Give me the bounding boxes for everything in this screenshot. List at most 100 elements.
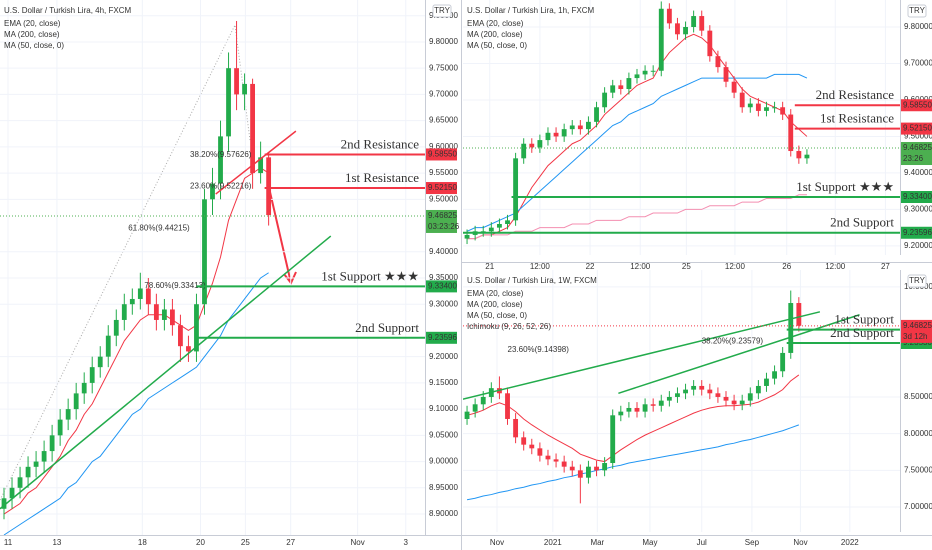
candle-body — [9, 487, 15, 499]
price-tag — [901, 226, 932, 239]
y-tick-label: 9.00000 — [429, 457, 458, 466]
candle-body — [113, 319, 119, 336]
x-tick-label: 12:00 — [725, 262, 746, 271]
candle-body — [170, 309, 175, 326]
candle-body — [472, 404, 478, 412]
level-name: 2nd Resistance — [816, 87, 895, 102]
candle-body — [569, 466, 575, 471]
candle-body — [105, 335, 111, 357]
candle-body — [33, 461, 39, 467]
x-tick-label: 27 — [286, 538, 295, 547]
candle-body — [699, 16, 705, 31]
y-tick-label: 9.75000 — [429, 63, 458, 72]
indicator-line — [466, 374, 800, 463]
x-tick-label: 25 — [682, 262, 691, 271]
candle-body — [41, 451, 47, 462]
x-tick-label: 2021 — [544, 538, 562, 547]
trendline — [618, 314, 860, 395]
fib-label: 38.20%(9.57626) — [190, 150, 252, 159]
indicator-label: EMA (20, close) — [4, 19, 61, 28]
price-tag-label: 9.23596 — [428, 333, 457, 342]
candle-body — [49, 435, 55, 452]
candle-body — [529, 444, 535, 449]
currency-label: TRY — [909, 6, 926, 15]
price-tag-label: 9.52150 — [903, 124, 932, 133]
candle-body — [755, 385, 761, 394]
candle-body — [586, 121, 591, 130]
candle-body — [691, 16, 697, 27]
y-tick-label: 8.90000 — [429, 509, 458, 518]
candle-body — [186, 346, 191, 352]
candle-body — [594, 107, 599, 122]
candle-body — [755, 103, 761, 111]
candle-body — [594, 466, 599, 471]
candle-body — [545, 132, 551, 141]
indicator-line — [467, 33, 808, 240]
candle-body — [258, 157, 264, 174]
candle-body — [226, 68, 231, 137]
candle-body — [569, 125, 575, 130]
x-tick-label: 12:00 — [530, 262, 551, 271]
candle-body — [561, 461, 567, 467]
candle-body — [723, 67, 729, 82]
y-tick-label: 9.70000 — [904, 59, 932, 68]
candle-body — [666, 8, 672, 24]
candle-body — [553, 132, 559, 137]
price-tag-label: 9.58550 — [428, 150, 457, 159]
x-tick-label: 12:00 — [630, 262, 651, 271]
last-price-label: 9.46825 — [903, 143, 932, 152]
y-tick-label: 8.50000 — [904, 392, 932, 401]
candle-body — [505, 220, 510, 224]
x-tick-label: 25 — [241, 538, 250, 547]
candle-body — [739, 92, 745, 108]
x-tick-label: 11 — [4, 538, 13, 547]
fib-label: 23.60%(9.52216) — [190, 181, 252, 190]
x-tick-label: 26 — [782, 262, 791, 271]
candle-body — [577, 470, 583, 478]
currency-box — [907, 274, 927, 288]
candle-body — [780, 352, 786, 372]
candle-body — [731, 81, 737, 93]
y-tick-label: 9.80000 — [904, 22, 932, 31]
candle-body — [178, 325, 183, 347]
trendline — [215, 130, 297, 195]
y-tick-label: 9.15000 — [429, 378, 458, 387]
candle-body — [642, 404, 648, 412]
candle-body — [683, 389, 688, 394]
currency-label: TRY — [909, 276, 926, 285]
y-tick-label: 9.55000 — [429, 168, 458, 177]
countdown: 3d 12h — [903, 332, 927, 341]
chart-title: U.S. Dollar / Turkish Lira, 4h, FXCM — [4, 6, 131, 15]
candle-body — [796, 303, 802, 326]
last-price-tag — [901, 142, 932, 166]
currency-label: TRY — [434, 6, 451, 15]
candle-body — [480, 396, 486, 405]
candle-body — [1, 498, 7, 509]
candle-body — [764, 107, 769, 111]
indicator-label: MA (50, close, 0) — [467, 41, 527, 50]
y-tick-label: 9.35000 — [429, 273, 458, 282]
candle-body — [161, 309, 167, 320]
candle-body — [618, 85, 624, 90]
candle-body — [577, 125, 583, 130]
fib-label: 61.80%(9.44215) — [128, 223, 190, 232]
price-tag — [901, 190, 932, 203]
currency-box — [432, 4, 452, 18]
candle-body — [464, 234, 470, 239]
y-tick-label: 9.10000 — [429, 404, 458, 413]
x-tick-label: Sep — [745, 538, 760, 547]
y-tick-label: 9.40000 — [904, 168, 932, 177]
candle-body — [65, 409, 71, 420]
level-name: 2nd Support — [355, 320, 419, 335]
y-tick-label: 9.65000 — [429, 116, 458, 125]
x-tick-label: 27 — [881, 262, 890, 271]
candle-body — [521, 143, 527, 159]
candle-body — [747, 393, 753, 401]
candle-body — [666, 396, 672, 401]
candle-body — [772, 371, 777, 379]
candle-body — [618, 411, 624, 416]
candle-body — [153, 304, 159, 320]
candle-body — [796, 151, 802, 159]
candle-body — [610, 415, 616, 464]
